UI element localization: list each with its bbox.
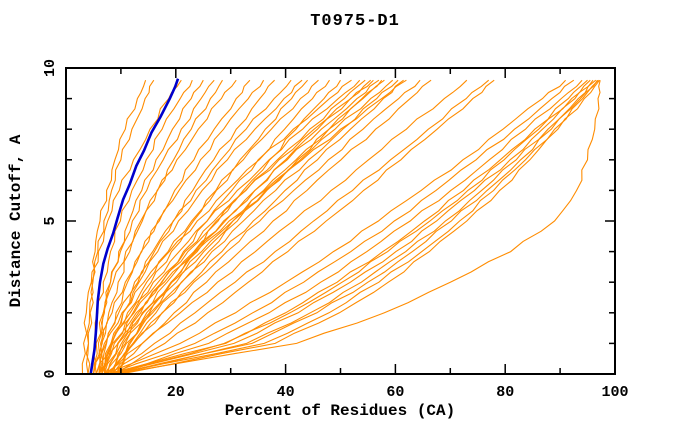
x-tick-label: 80	[496, 384, 514, 401]
model-curve	[98, 79, 394, 375]
model-curve	[104, 79, 468, 375]
model-curve	[115, 80, 601, 375]
model-curve	[106, 79, 421, 375]
plot-title: T0975-D1	[310, 12, 400, 31]
model-curve	[94, 79, 215, 375]
model-curve	[92, 79, 352, 375]
model-curve	[98, 79, 292, 375]
model-curve	[95, 79, 265, 375]
model-curve	[109, 79, 594, 375]
x-tick-label: 20	[167, 384, 185, 401]
model-curve	[112, 79, 432, 375]
x-tick-label: 40	[277, 384, 295, 401]
model-curve	[112, 79, 583, 375]
model-curve	[107, 79, 591, 375]
model-curve	[120, 79, 601, 375]
model-curve	[115, 79, 599, 375]
model-curve	[115, 79, 495, 375]
model-curve	[103, 79, 303, 375]
y-tick-label: 5	[42, 216, 59, 225]
model-curve	[92, 79, 237, 375]
model-curve	[106, 79, 309, 375]
model-curve	[114, 79, 383, 375]
model-curve	[101, 79, 251, 375]
model-curve	[104, 79, 567, 375]
model-curve	[118, 79, 597, 375]
y-tick-label: 10	[42, 59, 59, 77]
model-curve	[92, 79, 193, 375]
model-curve	[101, 79, 319, 375]
highlighted-model-curve	[89, 78, 180, 375]
model-curve	[98, 79, 361, 375]
model-curve	[85, 79, 155, 375]
model-curve	[103, 79, 399, 375]
plot-frame	[65, 67, 616, 375]
model-curve	[114, 79, 341, 375]
model-curve	[109, 79, 404, 375]
model-curve	[85, 80, 147, 375]
model-curve	[103, 79, 366, 375]
x-tick-label: 0	[61, 384, 70, 401]
y-tick-label: 0	[42, 369, 59, 378]
x-axis-label: Percent of Residues (CA)	[224, 402, 456, 420]
x-tick-label: 60	[386, 384, 404, 401]
model-curve	[106, 79, 380, 375]
model-curve	[98, 79, 204, 375]
model-curve	[101, 79, 374, 375]
model-curve	[109, 79, 490, 375]
model-curve	[112, 79, 598, 375]
x-tick-label: 100	[601, 384, 628, 401]
model-curve	[109, 79, 575, 375]
model-curve	[95, 79, 407, 375]
